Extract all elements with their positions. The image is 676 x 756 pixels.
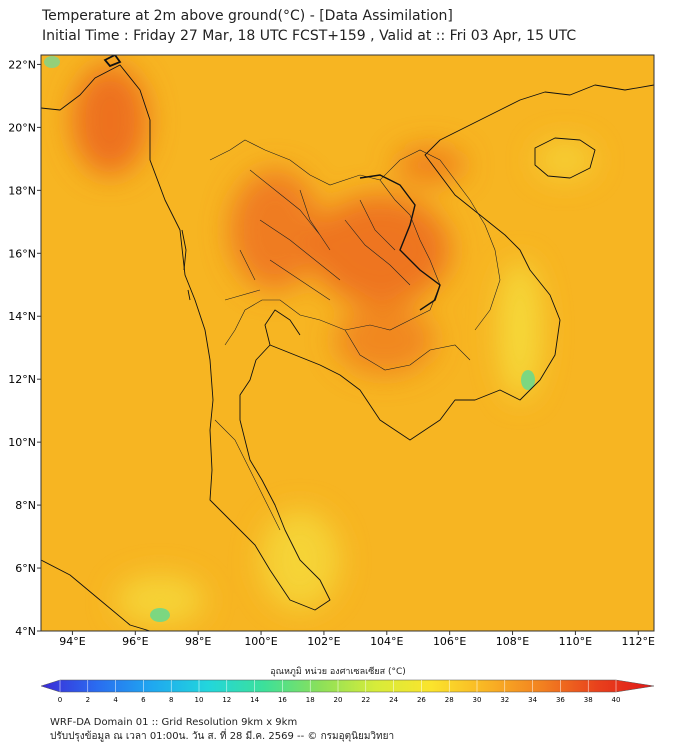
cool-band-vietnam-coast <box>498 260 542 400</box>
colorbar-tick-label: 32 <box>500 696 509 704</box>
lat-tick-label: 16°N <box>8 247 36 260</box>
provinces-south <box>214 419 281 531</box>
hot-spot-vietnam-north <box>395 147 465 183</box>
lon-tick-label: 96°E <box>122 635 148 648</box>
borders <box>209 139 501 531</box>
colorbar-tick-label: 30 <box>473 696 482 704</box>
lon-tick-label: 106°E <box>433 635 466 648</box>
andaman-islands <box>181 229 191 301</box>
colorbar-tick-label: 4 <box>113 696 118 704</box>
lat-tick-label: 20°N <box>8 121 36 134</box>
border-myanmar-thai <box>209 139 441 346</box>
colorbar <box>40 679 655 693</box>
contour-isan-32 <box>359 174 441 311</box>
green-spot-sumatra <box>150 608 170 622</box>
colorbar-tick-label: 0 <box>58 696 62 704</box>
lat-tick-label: 14°N <box>8 310 36 323</box>
colorbar-tick-label: 14 <box>250 696 259 704</box>
lon-tick-label: 100°E <box>244 635 277 648</box>
colorbar-ticks: 0 2 4 6 8 10 12 14 16 18 20 22 24 26 28 30 32 34 36 38 40 <box>58 680 621 704</box>
colorbar-tick-label: 28 <box>445 696 454 704</box>
mainland-coast <box>41 64 654 611</box>
colorbar-tick-label: 6 <box>141 696 146 704</box>
lon-tick-label: 110°E <box>559 635 592 648</box>
colorbar-tick-label: 20 <box>334 696 343 704</box>
plot-frame <box>40 54 655 632</box>
sumatra-coast <box>41 559 151 631</box>
lon-axis: 94°E 96°E 98°E 100°E 102°E 104°E 106°E 108°E 110… <box>59 631 655 648</box>
colorbar-tick-label: 16 <box>278 696 287 704</box>
cool-band-sumatra <box>115 575 205 625</box>
contour-32 <box>103 55 122 68</box>
hainan-coast <box>534 137 596 179</box>
colorbar-tick-label: 40 <box>612 696 621 704</box>
colorbar-tick-label: 22 <box>361 696 370 704</box>
hot-spot-myanmar-north <box>72 65 148 175</box>
hot-spot-cambodia <box>335 305 435 375</box>
chart-subtitle: Initial Time : Friday 27 Mar, 18 UTC FCS… <box>42 28 577 44</box>
lat-axis: 4°N 6°N 8°N 10°N 12°N 14°N 16°N 18°N 20°N 22°N <box>8 58 41 638</box>
footer-line-1: WRF-DA Domain 01 :: Grid Resolution 9km … <box>50 717 298 728</box>
chart-title: Temperature at 2m above ground(°C) - [Da… <box>42 8 453 24</box>
title-block: Temperature at 2m above ground(°C) - [Da… <box>42 6 576 46</box>
lat-tick-label: 22°N <box>8 58 36 71</box>
lon-tick-label: 94°E <box>59 635 85 648</box>
border-cambodia <box>344 329 471 371</box>
colorbar-tick-label: 38 <box>584 696 593 704</box>
colorbar-tick-label: 34 <box>528 696 537 704</box>
lon-tick-label: 112°E <box>622 635 655 648</box>
lat-tick-label: 12°N <box>8 373 36 386</box>
lat-tick-label: 6°N <box>15 562 36 575</box>
colorbar-tick-label: 24 <box>389 696 398 704</box>
lon-tick-label: 108°E <box>496 635 529 648</box>
colorbar-tick-label: 12 <box>222 696 231 704</box>
lat-tick-label: 10°N <box>8 436 36 449</box>
provinces-thai <box>224 169 411 301</box>
colorbar-tick-label: 10 <box>195 696 204 704</box>
colorbar-tick-label: 8 <box>169 696 173 704</box>
coastlines <box>41 64 654 631</box>
lon-tick-label: 98°E <box>185 635 211 648</box>
footer: WRF-DA Domain 01 :: Grid Resolution 9km … <box>50 716 394 744</box>
map-area[interactable] <box>41 55 654 631</box>
colorbar-tick-label: 26 <box>417 696 426 704</box>
gulf-of-thailand <box>264 309 301 346</box>
colorbar-tick-label: 18 <box>306 696 315 704</box>
colorbar-title: อุณหภูมิ หน่วย องศาเซลเซียส (°C) <box>270 667 406 677</box>
lat-tick-label: 4°N <box>15 625 36 638</box>
border-laos-vietnam <box>379 149 501 331</box>
footer-line-2: ปรับปรุงข้อมูล ณ เวลา 01:00น. วัน ส. ที่… <box>50 731 395 742</box>
lat-tick-label: 18°N <box>8 184 36 197</box>
colorbar-tick-label: 36 <box>556 696 565 704</box>
green-spot-corner <box>44 56 60 68</box>
lon-tick-label: 102°E <box>307 635 340 648</box>
cool-band-hainan <box>535 140 595 180</box>
lat-tick-label: 8°N <box>15 499 36 512</box>
hot-spot-isan <box>310 195 450 305</box>
green-spot-vietnam <box>521 370 535 390</box>
colorbar-tick-label: 2 <box>86 696 90 704</box>
lon-tick-label: 104°E <box>370 635 403 648</box>
